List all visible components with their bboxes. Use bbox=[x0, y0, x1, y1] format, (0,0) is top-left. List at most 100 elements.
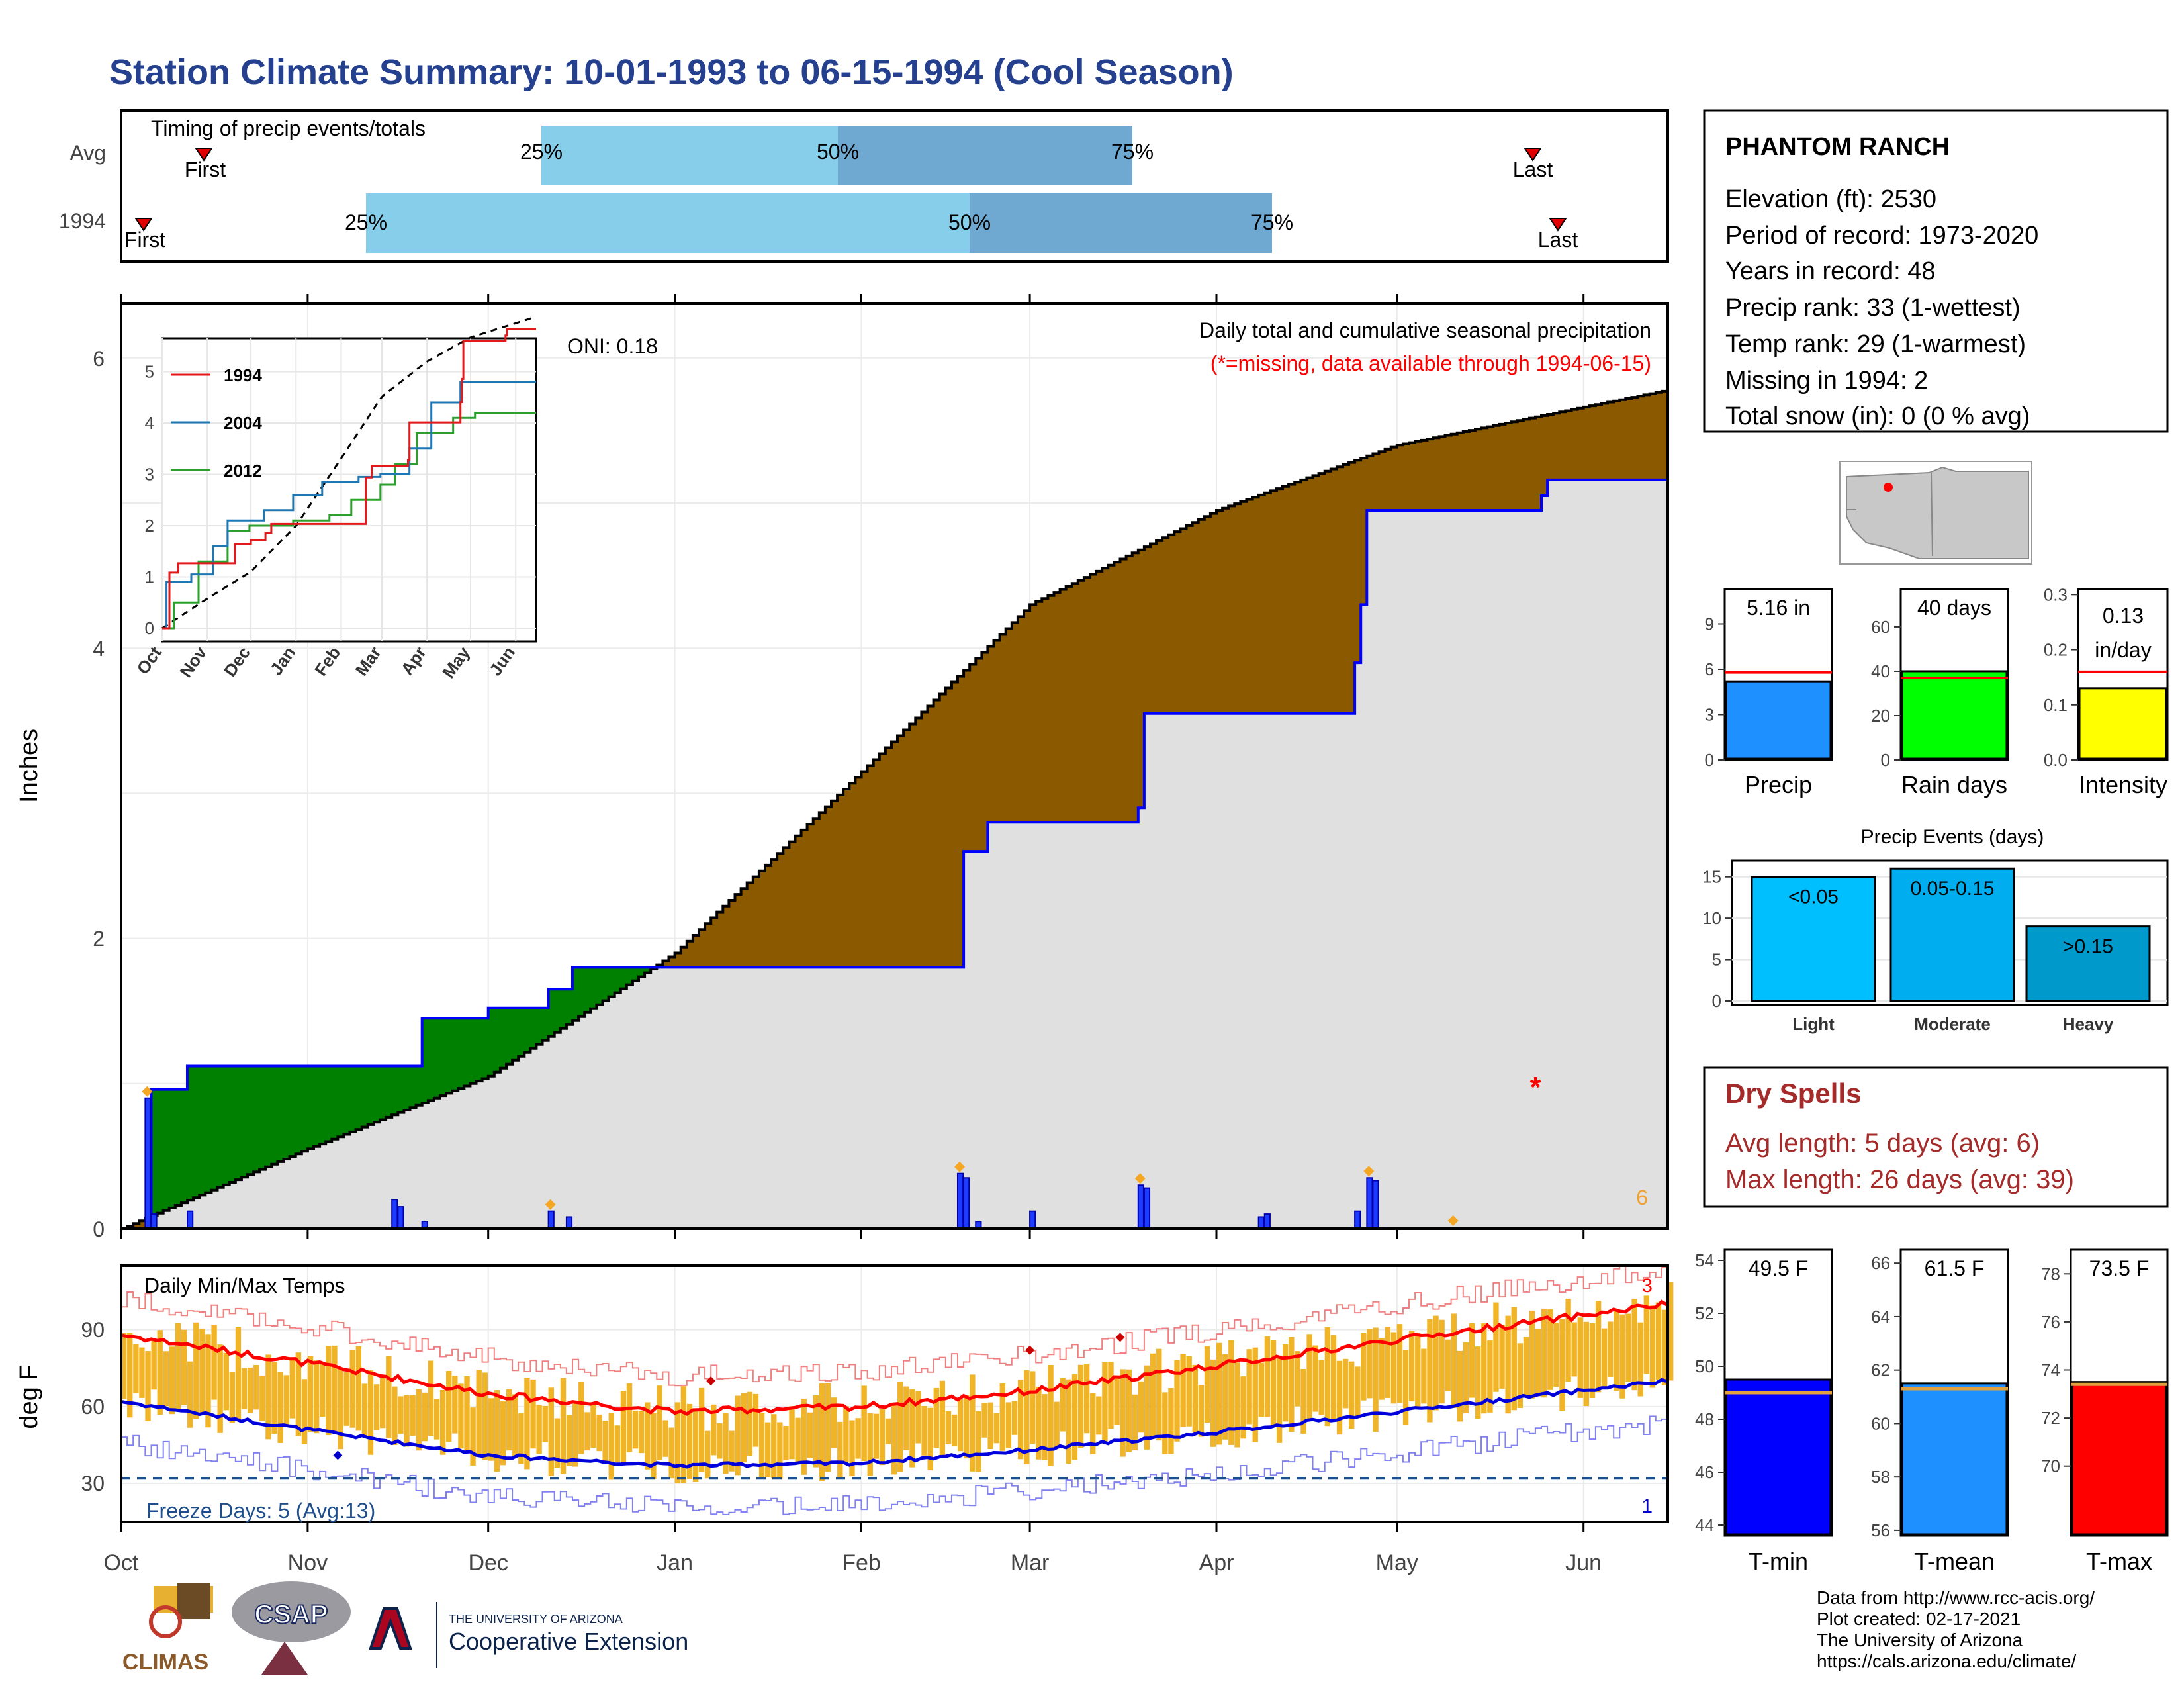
y-tick-label: 20 bbox=[1871, 706, 1890, 726]
temp-range-bar bbox=[1060, 1378, 1066, 1432]
temp-range-bar bbox=[1457, 1350, 1463, 1422]
temp-range-bar bbox=[1090, 1393, 1096, 1454]
temp-y-tick: 90 bbox=[81, 1318, 105, 1342]
inset-y-tick: 0 bbox=[145, 618, 154, 638]
daily-temp-range-bars bbox=[121, 1282, 1674, 1483]
temp-range-bar bbox=[1024, 1370, 1030, 1465]
timing-panel: Timing of precip events/totals Avg 1994 … bbox=[59, 109, 1669, 263]
temp-range-bar bbox=[524, 1378, 530, 1470]
temp-range-bar bbox=[1415, 1333, 1421, 1408]
intensity-bar-chart: 0.13 in/day Intensity 0.0 0.1 0.2 0.3 bbox=[2044, 585, 2169, 798]
temp-range-bar bbox=[1246, 1349, 1252, 1425]
y-tick-label: 44 bbox=[1695, 1515, 1714, 1535]
timing-1994-pct-75: 75% bbox=[1251, 211, 1293, 234]
temp-range-bar bbox=[355, 1346, 362, 1431]
temp-range-bar bbox=[1114, 1377, 1120, 1425]
temp-range-bar bbox=[386, 1356, 392, 1438]
temp-range-bar bbox=[476, 1370, 482, 1456]
inset-frame bbox=[161, 337, 537, 643]
temp-range-bar bbox=[771, 1414, 777, 1479]
tmin-y-ticks: 44 46 48 50 52 54 bbox=[1695, 1250, 1725, 1535]
temp-range-bar bbox=[1083, 1364, 1090, 1434]
ua-logo-small: THE UNIVERSITY OF ARIZONA bbox=[449, 1613, 623, 1626]
temp-range-bar bbox=[1258, 1362, 1265, 1417]
temp-range-bar bbox=[560, 1378, 567, 1474]
tmin-bar-chart: 49.5 F T-min 44 46 48 50 52 54 bbox=[1695, 1248, 1833, 1575]
temp-range-bar bbox=[1649, 1305, 1656, 1388]
temp-range-bar bbox=[590, 1403, 596, 1448]
climas-logo: CLIMAS bbox=[122, 1583, 213, 1675]
temp-range-bar bbox=[711, 1404, 717, 1456]
timing-avg-pct-50: 50% bbox=[817, 140, 859, 164]
temp-range-bar bbox=[993, 1413, 999, 1444]
y-tick-label: 0.2 bbox=[2044, 640, 2068, 660]
temp-range-bar bbox=[1408, 1331, 1415, 1402]
y-tick-label: 0.0 bbox=[2044, 750, 2068, 770]
inset-y-ticks: 0 1 2 3 4 5 bbox=[145, 362, 154, 639]
dry-spells-avg: Avg length: 5 days (avg: 6) bbox=[1725, 1129, 2040, 1158]
temp-range-bar bbox=[295, 1352, 302, 1436]
timing-1994-pct-50: 50% bbox=[948, 211, 991, 234]
temp-range-bar bbox=[361, 1383, 368, 1436]
temp-range-bar bbox=[1577, 1317, 1583, 1398]
temp-range-bar bbox=[1168, 1387, 1174, 1454]
daily-precip-bar bbox=[391, 1199, 398, 1230]
temp-range-bar bbox=[542, 1405, 548, 1442]
precip-y-tick-6: 6 bbox=[93, 347, 105, 371]
observed-cumulative-line bbox=[121, 478, 1668, 1230]
timing-avg-bar-25-50 bbox=[541, 126, 838, 185]
temp-range-bar bbox=[1614, 1311, 1619, 1391]
tmax-label: T-max bbox=[2086, 1548, 2152, 1575]
timing-1994-bar-25-50 bbox=[366, 193, 970, 253]
temp-range-bar bbox=[1451, 1313, 1457, 1408]
footer-line-1: Plot created: 02-17-2021 bbox=[1817, 1609, 2021, 1629]
tmin-label: T-min bbox=[1749, 1548, 1808, 1575]
temp-range-bar bbox=[1631, 1298, 1637, 1391]
temp-x-ticks: Oct Nov Dec Jan Feb Mar Apr May Jun bbox=[104, 1522, 1602, 1575]
temp-range-bar bbox=[578, 1382, 584, 1454]
temp-range-bar bbox=[1162, 1392, 1168, 1454]
intensity-unit: in/day bbox=[2095, 638, 2151, 662]
event-marker bbox=[954, 1161, 965, 1172]
precip-events-title: Precip Events (days) bbox=[1861, 826, 2044, 848]
ua-logo-mark bbox=[369, 1607, 412, 1650]
tmax-bar-chart: 73.5 F T-max 70 72 74 76 78 bbox=[2041, 1248, 2169, 1575]
csap-logo-cloud bbox=[232, 1581, 351, 1642]
rain-days-bar-chart: 40 days Rain days 0 20 40 60 bbox=[1871, 588, 2009, 798]
temp-record-marker bbox=[706, 1376, 716, 1386]
temp-range-bar bbox=[326, 1346, 332, 1436]
station-line-3: Precip rank: 33 (1-wettest) bbox=[1725, 294, 2021, 322]
temp-range-bar bbox=[572, 1403, 578, 1467]
temp-range-bar bbox=[921, 1405, 927, 1456]
station-line-0: Elevation (ft): 2530 bbox=[1725, 185, 1936, 213]
temp-range-bar bbox=[1198, 1385, 1205, 1437]
temp-range-bar bbox=[987, 1402, 993, 1450]
y-tick-label: 60 bbox=[1871, 1413, 1890, 1433]
inset-1994-line bbox=[162, 328, 536, 630]
daily-precip-bar bbox=[397, 1206, 404, 1229]
temp-range-bar bbox=[698, 1387, 705, 1473]
precip-events-chart: Precip Events (days) <0.05 Light 0.05-0.15… bbox=[1702, 826, 2169, 1034]
inset-legend-2012: 2012 bbox=[224, 461, 262, 481]
timing-avg-first-marker bbox=[195, 148, 213, 162]
temp-range-bar bbox=[945, 1411, 952, 1444]
temp-range-bar bbox=[349, 1350, 355, 1428]
temp-x-tick: Oct bbox=[104, 1550, 139, 1575]
temp-range-bar bbox=[752, 1393, 759, 1447]
temp-range-bar bbox=[181, 1329, 187, 1405]
temp-range-bar bbox=[1505, 1315, 1511, 1414]
temp-range-bar bbox=[500, 1401, 506, 1466]
station-line-2: Years in record: 48 bbox=[1725, 258, 1936, 285]
daily-precip-bar bbox=[963, 1177, 970, 1230]
missing-data-marker: * bbox=[1529, 1071, 1541, 1103]
temp-range-bar bbox=[464, 1376, 470, 1451]
timing-1994-last-marker bbox=[1549, 218, 1567, 232]
events-y-tick: 0 bbox=[1712, 991, 1721, 1011]
y-tick-label: 3 bbox=[1705, 705, 1714, 725]
above-avg-area bbox=[151, 967, 657, 1216]
y-tick-label: 6 bbox=[1705, 659, 1714, 679]
temp-range-bar bbox=[283, 1375, 289, 1427]
station-info-frame bbox=[1703, 109, 2169, 433]
dry-spells-frame bbox=[1703, 1066, 2169, 1208]
